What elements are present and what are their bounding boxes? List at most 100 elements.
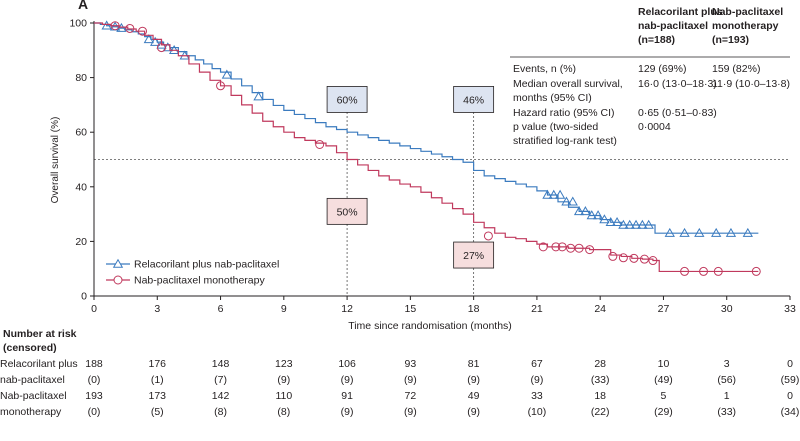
stats-col-header: (n=188) xyxy=(638,34,675,46)
censor-mark-relacorilant xyxy=(561,196,572,206)
risk-value: (9) xyxy=(277,374,290,386)
y-tick-label: 40 xyxy=(75,181,87,193)
censor-mark-relacorilant xyxy=(637,219,648,229)
stats-value-nab: 159 (82%) xyxy=(712,63,760,75)
censor-mark-relacorilant xyxy=(618,219,629,229)
censor-mark-relacorilant xyxy=(643,219,654,229)
censor-mark-nab xyxy=(639,254,649,264)
risk-value: 176 xyxy=(149,358,167,370)
legend: Relacorilant plus nab-paclitaxel Nab-pacl… xyxy=(106,259,279,287)
risk-value: 81 xyxy=(468,358,480,370)
x-tick-label: 24 xyxy=(594,303,606,315)
censor-mark-relacorilant xyxy=(605,216,616,227)
risk-table-title: Number at risk xyxy=(3,328,77,340)
censor-mark-nab xyxy=(680,266,690,276)
censor-mark-nab xyxy=(156,43,166,53)
risk-value: (9) xyxy=(341,374,354,386)
risk-row-label: monotherapy xyxy=(0,406,62,418)
risk-value: (9) xyxy=(467,406,480,418)
risk-value: (9) xyxy=(404,406,417,418)
x-tick-label: 9 xyxy=(281,303,287,315)
risk-value: (7) xyxy=(214,374,227,386)
risk-row-label: Nab-paclitaxel xyxy=(0,390,67,402)
risk-value: 123 xyxy=(275,358,293,370)
risk-value: 110 xyxy=(275,390,292,402)
censor-mark-nab xyxy=(538,242,548,252)
censor-mark-nab xyxy=(608,251,618,261)
y-tick-label: 60 xyxy=(75,127,87,139)
x-tick-label: 18 xyxy=(468,303,480,315)
risk-value: 93 xyxy=(405,358,417,370)
stats-value-relacorilant: 0·65 (0·51–0·83) xyxy=(638,107,717,119)
stats-value-relacorilant: 0·0004 xyxy=(638,121,671,133)
y-tick-label: 0 xyxy=(81,291,87,303)
risk-value: (0) xyxy=(88,406,101,418)
censor-mark-nab xyxy=(648,256,658,266)
risk-value: (9) xyxy=(530,374,543,386)
censor-mark-nab xyxy=(585,245,595,255)
landmark-box-relacorilant xyxy=(326,86,368,113)
landmark-box-nab xyxy=(453,241,495,269)
censor-mark-nab xyxy=(551,242,561,252)
censor-mark-relacorilant xyxy=(586,210,597,220)
censor-mark-relacorilant xyxy=(554,189,566,199)
risk-value: (22) xyxy=(591,406,610,418)
censor-mark-nab xyxy=(751,266,761,276)
landmark-box-nab xyxy=(326,197,368,225)
risk-value: (0) xyxy=(88,374,101,386)
censor-mark-relacorilant xyxy=(599,214,610,224)
stats-row-label: Median overall survival, xyxy=(513,78,623,90)
risk-value: (9) xyxy=(467,374,480,386)
risk-value: 0 xyxy=(787,390,793,402)
stats-col-header: Relacorilant plus xyxy=(638,6,723,18)
risk-value: (29) xyxy=(654,406,673,418)
stats-row-label: Hazard ratio (95% CI) xyxy=(513,107,615,119)
censor-mark-nab xyxy=(110,21,120,31)
censor-mark-relacorilant xyxy=(143,34,154,44)
censor-mark-relacorilant xyxy=(630,219,642,229)
x-tick-label: 30 xyxy=(721,303,733,315)
risk-value: 49 xyxy=(468,390,480,402)
risk-value: (8) xyxy=(214,406,227,418)
stats-col-header: Nab-paclitaxel xyxy=(712,6,783,18)
censor-mark-nab xyxy=(629,253,639,263)
risk-value: (49) xyxy=(654,374,673,386)
y-tick-label: 20 xyxy=(75,236,87,248)
x-axis-label: Time since randomisation (months) xyxy=(348,320,512,332)
survival-curves xyxy=(94,20,761,276)
censor-mark-relacorilant xyxy=(694,227,705,237)
censor-mark-relacorilant xyxy=(611,216,623,227)
risk-table-subtitle: (censored) xyxy=(3,342,57,354)
censor-mark-relacorilant xyxy=(221,69,233,79)
risk-value: (33) xyxy=(591,374,610,386)
risk-value: (9) xyxy=(341,406,354,418)
stats-value-relacorilant: 16·0 (13·0–18·3) xyxy=(638,78,717,90)
risk-value: (8) xyxy=(277,406,290,418)
risk-value: 188 xyxy=(85,358,103,370)
risk-value: 173 xyxy=(149,390,167,402)
stats-value-relacorilant: 129 (69%) xyxy=(638,63,686,75)
censor-mark-relacorilant xyxy=(679,227,690,237)
legend-label: Relacorilant plus nab-paclitaxel xyxy=(134,259,279,271)
risk-value: 5 xyxy=(661,390,667,402)
risk-value: 3 xyxy=(724,358,730,370)
stats-row-label: Events, n (%) xyxy=(513,63,576,75)
y-axis-label: Overall survival (%) xyxy=(50,117,61,204)
landmark-box-label: 60% xyxy=(337,94,358,106)
censor-mark-relacorilant xyxy=(150,36,161,46)
x-tick-label: 33 xyxy=(784,303,796,315)
stats-row-label: stratified log-rank test) xyxy=(513,135,617,147)
censor-mark-relacorilant xyxy=(573,206,585,216)
censor-mark-relacorilant xyxy=(548,189,559,199)
risk-value: (33) xyxy=(717,406,736,418)
risk-row-label: Relacorilant plus xyxy=(0,358,78,370)
stats-col-header: monotherapy xyxy=(712,20,779,32)
censor-mark-relacorilant xyxy=(542,189,553,199)
censor-mark-nab xyxy=(557,242,567,252)
stats-col-header: (n=193) xyxy=(712,34,749,46)
censor-mark-relacorilant xyxy=(580,206,591,216)
risk-value: 106 xyxy=(338,358,356,370)
risk-row-label: nab-paclitaxel xyxy=(0,374,65,386)
risk-value: 33 xyxy=(531,390,543,402)
censor-mark-nab xyxy=(574,243,584,253)
